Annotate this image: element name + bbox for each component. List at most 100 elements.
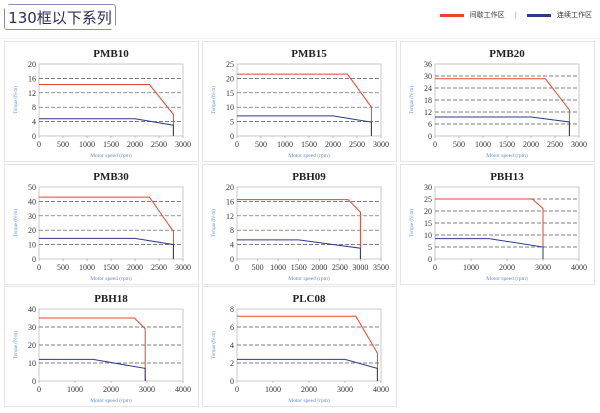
x-axis-label: Motor speed (rpm) xyxy=(288,275,330,282)
x-tick-label: 2500 xyxy=(547,140,563,149)
intermittent-swatch xyxy=(439,13,464,17)
x-tick-label: 1000 xyxy=(270,263,286,272)
y-axis-label: Torque (N·m) xyxy=(14,86,19,114)
y-axis-label: Torque (N·m) xyxy=(212,331,217,359)
y-tick-label: 15 xyxy=(226,89,234,98)
y-tick-label: 6 xyxy=(428,120,432,129)
y-tick-label: 20 xyxy=(28,341,36,350)
x-tick-label: 3000 xyxy=(337,385,353,394)
x-tick-label: 3000 xyxy=(571,140,587,149)
y-tick-label: 16 xyxy=(28,74,36,83)
y-tick-label: 20 xyxy=(226,74,234,83)
y-axis-label: Torque (N·m) xyxy=(212,209,217,237)
chart-card-pmb30: PMB30 0 10 20 30 40 50 0 500 1000 1500 2000 2500 3000… xyxy=(4,164,199,285)
chart-card-plc08: PLC08 0 2 4 6 8 0 1000 2000 3000 4000 Motor speed (… xyxy=(202,286,397,407)
continuous-curve xyxy=(237,115,372,136)
y-tick-label: 0 xyxy=(32,132,36,141)
legend-continuous: 连续工作区 xyxy=(557,11,592,19)
y-tick-label: 30 xyxy=(424,72,432,81)
chart-svg: PMB15 0 5 10 15 20 25 0 500 1000 1500 2000 2500 3000 M… xyxy=(212,48,389,159)
continuous-curve xyxy=(237,358,378,381)
x-tick-label: 3000 xyxy=(352,263,368,272)
x-tick-label: 1000 xyxy=(463,263,479,272)
x-tick-label: 0 xyxy=(235,385,239,394)
y-tick-label: 0 xyxy=(230,132,234,141)
y-axis-label: Torque (N·m) xyxy=(410,209,415,237)
x-tick-label: 500 xyxy=(57,263,69,272)
chart-title: PBH13 xyxy=(490,171,524,183)
chart-svg: PLC08 0 2 4 6 8 0 1000 2000 3000 4000 Motor speed (… xyxy=(212,293,389,404)
y-tick-label: 4 xyxy=(230,341,234,350)
plot-frame xyxy=(236,186,382,260)
x-tick-label: 2500 xyxy=(332,263,348,272)
y-tick-label: 8 xyxy=(230,226,234,235)
x-tick-label: 2000 xyxy=(311,263,327,272)
x-tick-label: 500 xyxy=(255,140,267,149)
continuous-curve xyxy=(39,358,146,381)
x-tick-label: 1500 xyxy=(291,263,307,272)
x-axis-label: Motor speed (rpm) xyxy=(90,397,132,404)
y-tick-label: 12 xyxy=(28,89,36,98)
x-tick-label: 1500 xyxy=(103,263,119,272)
x-axis-label: Motor speed (rpm) xyxy=(288,152,330,159)
chart-svg: PBH18 0 10 20 30 40 0 1000 2000 3000 4000 Motor spe… xyxy=(14,293,191,404)
chart-title: PMB15 xyxy=(291,48,327,60)
x-axis-label: Motor speed (rpm) xyxy=(90,275,132,282)
y-tick-label: 40 xyxy=(28,197,36,206)
x-tick-label: 3000 xyxy=(373,140,389,149)
y-tick-label: 25 xyxy=(226,60,234,69)
continuous-curve xyxy=(237,239,361,259)
x-tick-label: 2000 xyxy=(301,385,317,394)
x-tick-label: 2000 xyxy=(127,140,143,149)
x-tick-label: 0 xyxy=(235,263,239,272)
x-tick-label: 0 xyxy=(37,140,41,149)
x-tick-label: 1500 xyxy=(103,140,119,149)
continuous-swatch xyxy=(527,13,551,17)
y-tick-label: 10 xyxy=(226,103,234,112)
y-tick-label: 10 xyxy=(424,231,432,240)
chart-title: PMB20 xyxy=(489,48,525,60)
x-tick-label: 2000 xyxy=(523,140,539,149)
x-tick-label: 1500 xyxy=(499,140,515,149)
x-tick-label: 500 xyxy=(453,140,465,149)
x-tick-label: 3000 xyxy=(139,385,155,394)
chart-card-pmb20: PMB20 0 6 12 18 24 30 36 0 500 1000 1500 2000 2500 300… xyxy=(400,41,595,162)
x-tick-label: 1000 xyxy=(277,140,293,149)
x-tick-label: 4000 xyxy=(175,385,191,394)
x-tick-label: 0 xyxy=(235,140,239,149)
x-tick-label: 4000 xyxy=(373,385,389,394)
y-axis-label: Torque (N·m) xyxy=(14,209,19,237)
chart-card-pbh18: PBH18 0 10 20 30 40 0 1000 2000 3000 4000 Motor spe… xyxy=(4,286,199,407)
x-tick-label: 0 xyxy=(37,385,41,394)
y-tick-label: 20 xyxy=(28,60,36,69)
y-tick-label: 40 xyxy=(28,305,36,314)
y-tick-label: 10 xyxy=(28,359,36,368)
y-tick-label: 20 xyxy=(226,183,234,192)
plot-frame xyxy=(38,186,184,260)
x-tick-label: 0 xyxy=(433,263,437,272)
plot-frame xyxy=(236,63,382,137)
y-tick-label: 0 xyxy=(428,132,432,141)
y-tick-label: 30 xyxy=(28,323,36,332)
y-tick-label: 18 xyxy=(424,96,432,105)
continuous-curve xyxy=(435,116,570,136)
y-tick-label: 20 xyxy=(28,226,36,235)
y-tick-label: 8 xyxy=(32,103,36,112)
x-tick-label: 2000 xyxy=(325,140,341,149)
y-tick-label: 36 xyxy=(424,60,432,69)
x-tick-label: 0 xyxy=(433,140,437,149)
y-axis-label: Torque (N·m) xyxy=(14,331,19,359)
chart-title: PLC08 xyxy=(293,293,327,305)
chart-card-pmb15: PMB15 0 5 10 15 20 25 0 500 1000 1500 2000 2500 3000 M… xyxy=(202,41,397,162)
y-axis-label: Torque (N·m) xyxy=(410,86,415,114)
y-tick-label: 12 xyxy=(424,108,432,117)
y-axis-label: Torque (N·m) xyxy=(212,86,217,114)
chart-title: PMB10 xyxy=(93,48,129,60)
y-tick-label: 15 xyxy=(424,219,432,228)
x-tick-label: 3000 xyxy=(535,263,551,272)
intermittent-curve xyxy=(435,198,544,259)
y-tick-label: 12 xyxy=(226,212,234,221)
y-tick-label: 5 xyxy=(230,118,234,127)
y-tick-label: 30 xyxy=(28,212,36,221)
chart-title: PBH18 xyxy=(94,293,128,305)
